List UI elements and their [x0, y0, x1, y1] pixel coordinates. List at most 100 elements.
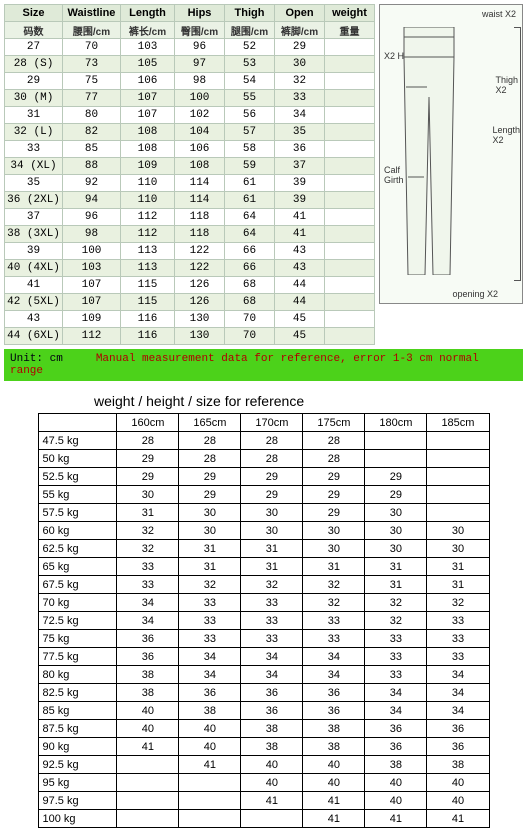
- ref-cell: 34: [303, 666, 365, 684]
- ref-cell: 34: [427, 684, 489, 702]
- size-cell: 114: [175, 192, 225, 209]
- size-cell: 118: [175, 209, 225, 226]
- size-cell: 92: [63, 175, 121, 192]
- ref-cell: 33: [427, 612, 489, 630]
- size-cell: 39: [5, 243, 63, 260]
- ref-row-header: 85 kg: [38, 702, 117, 720]
- pants-svg: [400, 27, 458, 275]
- ref-cell: 36: [365, 738, 427, 756]
- ref-cell: 40: [365, 792, 427, 810]
- size-cell: 57: [225, 124, 275, 141]
- ref-cell: 28: [303, 450, 365, 468]
- size-cell: 58: [225, 141, 275, 158]
- size-cell: [325, 226, 375, 243]
- size-cell: 112: [121, 226, 175, 243]
- ref-row-header: 67.5 kg: [38, 576, 117, 594]
- size-cell: 35: [275, 124, 325, 141]
- size-cell: 98: [175, 73, 225, 90]
- pants-diagram: waist X2 X2 Hip Thigh X2 Calf Girth open…: [379, 4, 523, 304]
- ref-cell: 36: [427, 720, 489, 738]
- size-cell: 97: [175, 56, 225, 73]
- ref-cell: 30: [427, 522, 489, 540]
- ref-cell: 33: [117, 576, 179, 594]
- ref-cell: 30: [117, 486, 179, 504]
- ref-row-header: 75 kg: [38, 630, 117, 648]
- ref-cell: 38: [179, 702, 241, 720]
- ref-cell: 40: [303, 774, 365, 792]
- size-cell: 82: [63, 124, 121, 141]
- size-cell: 126: [175, 294, 225, 311]
- size-cell: 114: [175, 175, 225, 192]
- ref-cell: 36: [117, 630, 179, 648]
- ref-cell: [427, 468, 489, 486]
- size-cell: 110: [121, 192, 175, 209]
- note-unit: Unit: cm: [10, 353, 63, 365]
- size-cell: 113: [121, 260, 175, 277]
- ref-row-header: 100 kg: [38, 810, 117, 828]
- ref-cell: 28: [179, 450, 241, 468]
- size-cell: 100: [175, 90, 225, 107]
- ref-cell: 33: [179, 612, 241, 630]
- size-cell: 107: [63, 294, 121, 311]
- ref-row-header: 72.5 kg: [38, 612, 117, 630]
- ref-cell: 36: [241, 702, 303, 720]
- ref-cell: 33: [303, 612, 365, 630]
- size-cell: [325, 56, 375, 73]
- ref-cell: 40: [117, 702, 179, 720]
- size-cell: 109: [121, 158, 175, 175]
- reference-table: 160cm165cm170cm175cm180cm185cm47.5 kg282…: [38, 413, 490, 828]
- size-header-sub: 臀围/cm: [175, 22, 225, 39]
- ref-cell: 28: [179, 432, 241, 450]
- size-header-sub: 腰围/cm: [63, 22, 121, 39]
- size-cell: 55: [225, 90, 275, 107]
- ref-cell: [117, 810, 179, 828]
- ref-cell: 33: [365, 666, 427, 684]
- size-cell: 33: [5, 141, 63, 158]
- size-cell: 45: [275, 328, 325, 345]
- size-cell: 107: [121, 107, 175, 124]
- size-cell: [325, 124, 375, 141]
- size-cell: 88: [63, 158, 121, 175]
- size-cell: 106: [175, 141, 225, 158]
- size-cell: 109: [63, 311, 121, 328]
- ref-corner: [38, 414, 117, 432]
- ref-row-header: 80 kg: [38, 666, 117, 684]
- size-cell: [325, 294, 375, 311]
- ref-cell: 34: [241, 648, 303, 666]
- ref-row-header: 55 kg: [38, 486, 117, 504]
- ref-cell: 36: [241, 684, 303, 702]
- ref-cell: [117, 756, 179, 774]
- ref-col-header: 160cm: [117, 414, 179, 432]
- ref-cell: 36: [303, 684, 365, 702]
- size-cell: 116: [121, 311, 175, 328]
- size-cell: 44: [275, 277, 325, 294]
- size-cell: 31: [5, 107, 63, 124]
- ref-cell: 41: [117, 738, 179, 756]
- ref-col-header: 185cm: [427, 414, 489, 432]
- size-cell: 37: [5, 209, 63, 226]
- ref-cell: 29: [117, 468, 179, 486]
- size-cell: 106: [121, 73, 175, 90]
- ref-cell: 28: [303, 432, 365, 450]
- size-cell: 77: [63, 90, 121, 107]
- ref-cell: 41: [303, 810, 365, 828]
- ref-cell: 33: [427, 648, 489, 666]
- ref-cell: [117, 792, 179, 810]
- size-cell: [325, 328, 375, 345]
- size-header-sub: 码数: [5, 22, 63, 39]
- ref-cell: 31: [117, 504, 179, 522]
- ref-cell: 36: [117, 648, 179, 666]
- ref-cell: 40: [179, 738, 241, 756]
- ref-cell: [241, 810, 303, 828]
- size-cell: 94: [63, 192, 121, 209]
- ref-cell: 41: [303, 792, 365, 810]
- size-cell: 61: [225, 175, 275, 192]
- reference-title: weight / height / size for reference: [4, 387, 523, 413]
- ref-cell: 31: [365, 576, 427, 594]
- ref-cell: 29: [365, 468, 427, 486]
- ref-cell: 40: [427, 774, 489, 792]
- size-cell: 66: [225, 260, 275, 277]
- ref-cell: 38: [117, 684, 179, 702]
- size-header-main: Waistline: [63, 5, 121, 22]
- ref-cell: 30: [427, 540, 489, 558]
